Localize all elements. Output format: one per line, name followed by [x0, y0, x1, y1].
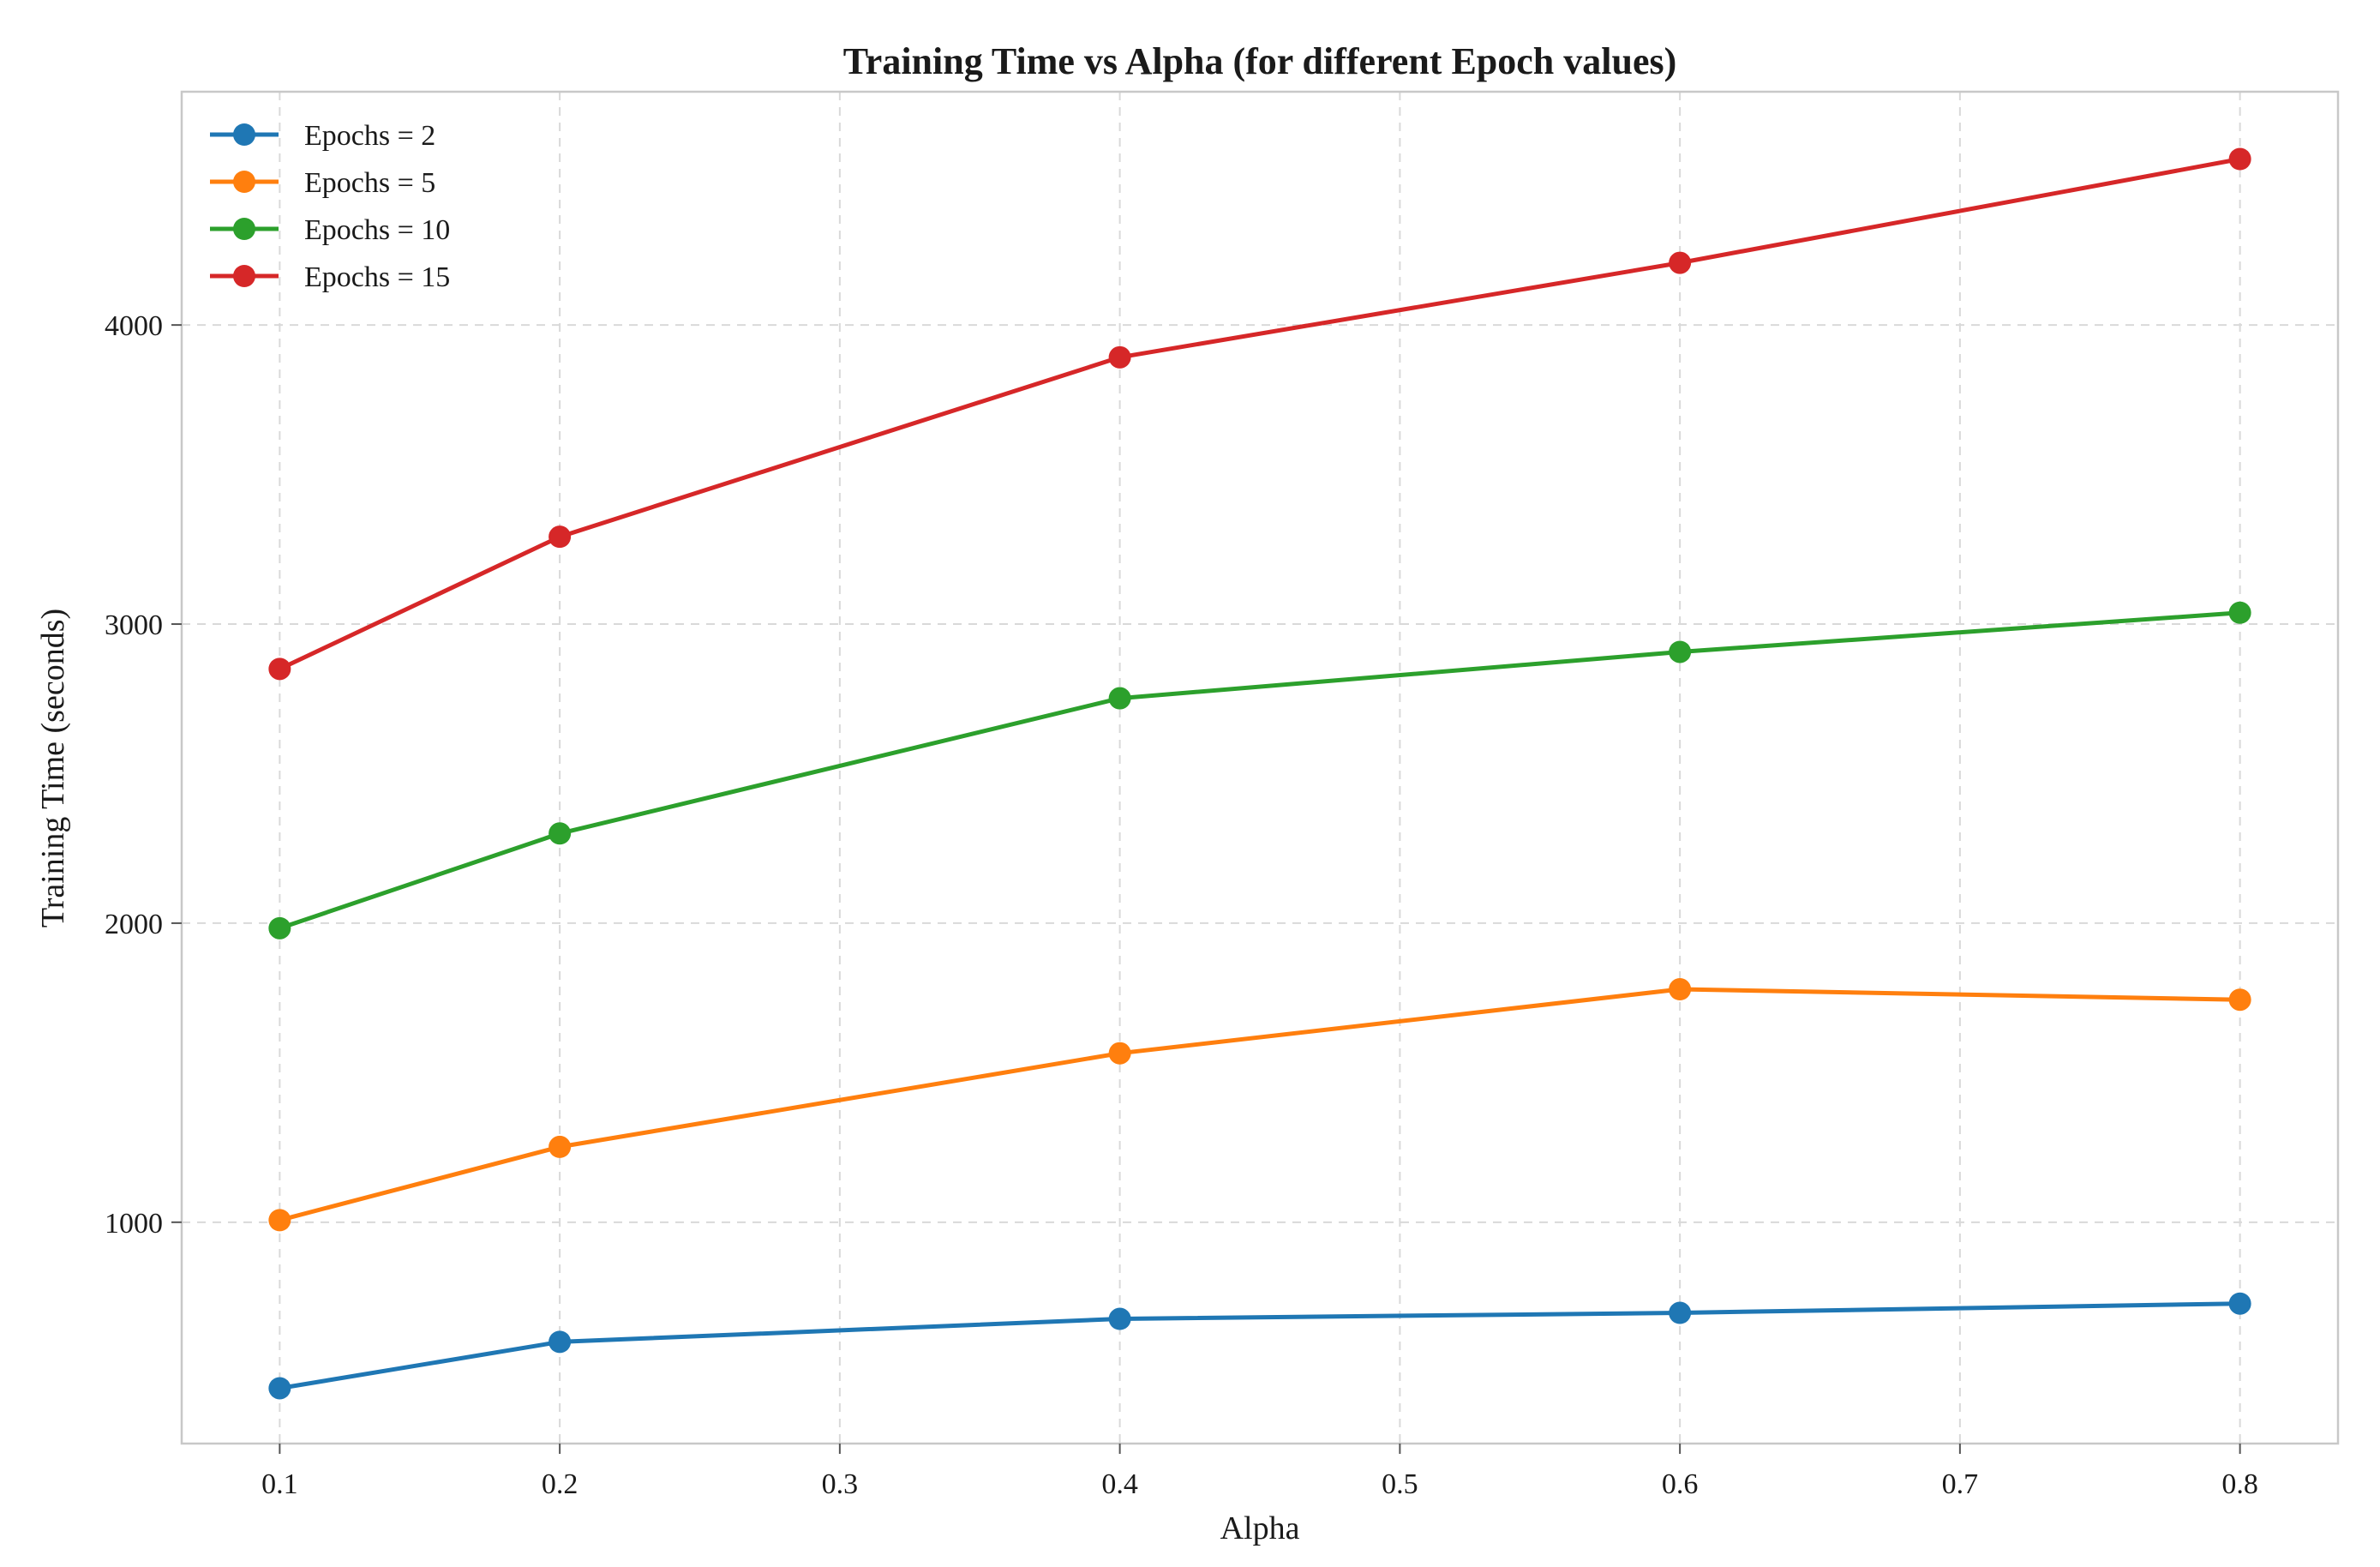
- data-point: [1108, 687, 1131, 710]
- data-point: [268, 1209, 291, 1232]
- series-epochs-2: [268, 601, 2251, 940]
- series-epochs-3: [268, 147, 2251, 681]
- y-tick-label: 3000: [105, 609, 163, 641]
- data-point: [549, 822, 572, 845]
- x-tick-label: 0.8: [2221, 1468, 2258, 1500]
- data-point: [268, 657, 291, 681]
- data-point: [1669, 251, 1692, 274]
- data-point: [2228, 601, 2251, 624]
- data-point: [2228, 147, 2251, 171]
- series-line: [277, 1301, 2243, 1390]
- legend-label: Epochs = 15: [304, 261, 450, 293]
- x-tick-label: 0.7: [1942, 1468, 1979, 1500]
- data-point: [2228, 988, 2251, 1012]
- x-axis-label: Alpha: [1220, 1510, 1300, 1546]
- x-tick-label: 0.3: [822, 1468, 859, 1500]
- legend-marker: [233, 123, 255, 146]
- y-tick-label: 4000: [105, 310, 163, 342]
- series-epochs-0: [268, 1292, 2251, 1400]
- data-point: [549, 1330, 572, 1354]
- data-point: [268, 1377, 291, 1400]
- y-axis-label: Training Time (seconds): [35, 609, 71, 928]
- data-point: [268, 916, 291, 940]
- series-group: [268, 147, 2251, 1400]
- data-point: [1669, 1301, 1692, 1324]
- data-point: [1108, 345, 1131, 369]
- data-point: [1108, 1042, 1131, 1065]
- x-tick-label: 0.2: [542, 1468, 579, 1500]
- chart-title: Training Time vs Alpha (for different Ep…: [843, 40, 1677, 82]
- plot-frame: [180, 90, 2340, 1445]
- x-tick-label: 0.5: [1382, 1468, 1418, 1500]
- series-line: [277, 610, 2243, 931]
- x-tick-label: 0.4: [1101, 1468, 1138, 1500]
- legend-marker: [233, 218, 255, 240]
- x-tick-label: 0.1: [261, 1468, 298, 1500]
- y-tick-label: 1000: [105, 1208, 163, 1240]
- grid-lines: [182, 92, 2338, 1444]
- data-point: [549, 525, 572, 549]
- data-point: [549, 1135, 572, 1158]
- x-tick-label: 0.6: [1662, 1468, 1699, 1500]
- data-point: [1669, 640, 1692, 663]
- legend-marker: [233, 171, 255, 193]
- axis-ticks: 0.1 0.2 0.3 0.4 0.5 0.6 0.7 0.8 1000 2000 3000 4000: [105, 310, 2258, 1500]
- data-point: [2228, 1292, 2251, 1315]
- legend-marker: [233, 265, 255, 287]
- data-point: [1108, 1307, 1131, 1330]
- legend: Epochs = 2 Epochs = 5 Epochs = 10 Epochs = …: [210, 120, 450, 293]
- legend-label: Epochs = 5: [304, 167, 435, 199]
- legend-label: Epochs = 2: [304, 120, 435, 152]
- data-point: [1669, 978, 1692, 1001]
- legend-label: Epochs = 10: [304, 214, 450, 246]
- series-line: [277, 987, 2243, 1222]
- series-epochs-1: [268, 978, 2251, 1232]
- series-line: [277, 157, 2243, 671]
- y-tick-label: 2000: [105, 909, 163, 940]
